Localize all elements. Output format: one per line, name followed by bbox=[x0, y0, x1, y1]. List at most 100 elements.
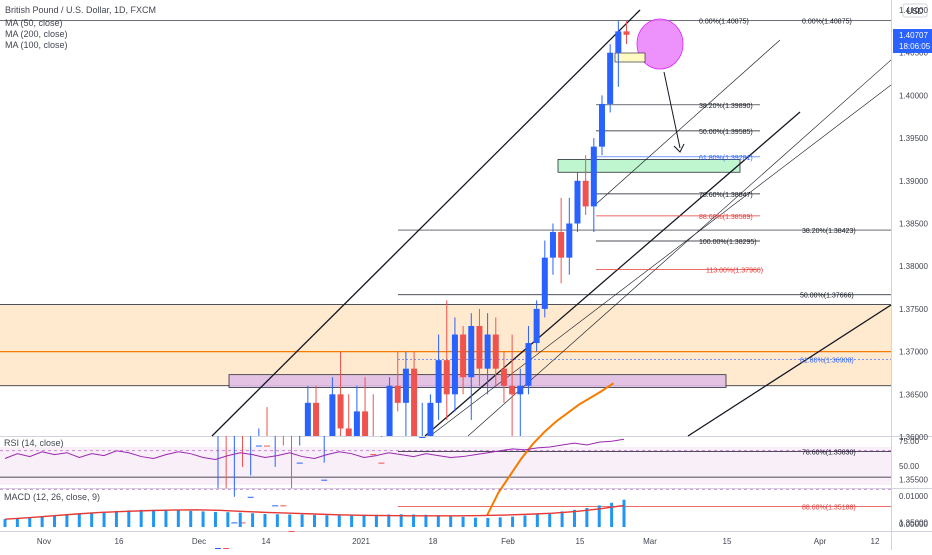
candle-body bbox=[566, 223, 573, 258]
macd-histogram-bar bbox=[238, 512, 242, 527]
candle-body bbox=[533, 308, 540, 344]
price-tick: 1.39000 bbox=[899, 177, 928, 186]
candle-body bbox=[500, 368, 507, 386]
price-tick: 1.41000 bbox=[899, 6, 928, 15]
macd-histogram-bar bbox=[498, 517, 502, 527]
candle-body bbox=[329, 394, 336, 436]
macd-histogram-bar bbox=[226, 512, 230, 527]
macd-histogram-bar bbox=[486, 517, 490, 527]
time-label: Apr bbox=[814, 537, 827, 546]
candle-body bbox=[517, 385, 524, 395]
candle-body bbox=[558, 232, 565, 258]
macd-histogram-bar bbox=[449, 515, 453, 527]
macd-histogram-bar bbox=[523, 515, 527, 527]
price-tick: 1.35500 bbox=[899, 476, 928, 485]
fib-label: 0.00%(1.40875) bbox=[699, 19, 749, 26]
macd-histogram-bar bbox=[127, 510, 131, 527]
macd-histogram-bar bbox=[114, 510, 118, 527]
support-box bbox=[228, 374, 727, 388]
candle-body bbox=[460, 334, 467, 378]
candle-body bbox=[215, 548, 221, 550]
candle-body bbox=[296, 462, 303, 464]
candles-layer bbox=[215, 21, 630, 550]
candle-body bbox=[231, 522, 238, 524]
rsi-tick: 75.00 bbox=[899, 437, 920, 446]
fib-label: 50.00%(1.39585) bbox=[699, 129, 753, 136]
candle-body bbox=[484, 334, 491, 369]
price-tick: 1.37500 bbox=[899, 305, 928, 314]
rsi-line bbox=[4, 438, 625, 460]
macd-histogram-bar bbox=[387, 514, 391, 527]
price-tick: 1.35000 bbox=[899, 518, 928, 527]
candle-body bbox=[345, 428, 352, 436]
time-label: 12 bbox=[871, 537, 880, 546]
trendline bbox=[467, 59, 892, 437]
macd-histogram-bar bbox=[65, 514, 69, 527]
indicator-ma200[interactable]: MA (200, close) bbox=[5, 29, 68, 39]
rsi-tick: 50.00 bbox=[899, 462, 920, 471]
macd-histogram-bar bbox=[77, 513, 81, 527]
rsi-axis[interactable]: 75.00 50.00 bbox=[899, 437, 920, 471]
fib-labels-layer: 0.00%(1.40875) 0.00%(1.40875) 38.20%(1.398… bbox=[699, 19, 856, 512]
time-label: Dec bbox=[192, 537, 206, 546]
time-label: 15 bbox=[723, 537, 732, 546]
candle-body bbox=[419, 437, 426, 438]
indicator-ma50[interactable]: MA (50, close) bbox=[5, 18, 63, 28]
time-label: 14 bbox=[262, 537, 271, 546]
fib-label: 50.00%(1.37666) bbox=[800, 293, 854, 300]
price-tick: 1.37000 bbox=[899, 348, 928, 357]
macd-histogram-bar bbox=[412, 514, 416, 527]
currency-button[interactable] bbox=[902, 3, 928, 18]
macd-histogram-bar bbox=[325, 515, 329, 527]
last-price-tag[interactable] bbox=[893, 29, 932, 54]
macd-histogram-bar bbox=[15, 518, 19, 527]
candle-body bbox=[468, 325, 475, 378]
time-label: Feb bbox=[501, 537, 515, 546]
time-label: 2021 bbox=[352, 537, 370, 546]
target-box bbox=[557, 159, 741, 173]
macd-histogram-bar bbox=[288, 514, 292, 527]
indicator-ma100[interactable]: MA (100, close) bbox=[5, 40, 68, 50]
macd-histogram-bar bbox=[585, 508, 589, 527]
fib-label: 61.80%(1.36908) bbox=[800, 357, 854, 364]
macd-histogram-bar bbox=[622, 499, 626, 527]
macd-histogram-bar bbox=[436, 515, 440, 527]
time-label: 15 bbox=[576, 537, 585, 546]
macd-histogram-bar bbox=[28, 517, 32, 527]
macd-histogram-bar bbox=[139, 509, 143, 527]
candle-body bbox=[451, 334, 458, 395]
price-axis[interactable]: USD 1.41000 1.40500 1.40000 1.39500 1.39000 1… bbox=[893, 3, 932, 527]
candle-body bbox=[402, 368, 409, 403]
candle-body bbox=[304, 402, 311, 436]
arrow-head-icon bbox=[673, 143, 685, 153]
candle-body bbox=[378, 462, 385, 464]
rsi-title[interactable]: RSI (14, close) bbox=[4, 438, 64, 448]
rsi-band bbox=[0, 447, 891, 485]
candle-body bbox=[223, 548, 230, 550]
fib-label: 0.00%(1.40875) bbox=[802, 19, 852, 26]
macd-pane[interactable] bbox=[0, 489, 891, 531]
price-tick: 1.40000 bbox=[899, 91, 928, 100]
time-axis[interactable]: Nov 16 Dec 14 2021 18 Feb 15 Mar 15 Apr 12 bbox=[37, 537, 880, 546]
price-tick: 1.36500 bbox=[899, 390, 928, 399]
candle-body bbox=[353, 411, 360, 436]
macd-layer bbox=[3, 499, 626, 527]
price-tick: 1.38000 bbox=[899, 262, 928, 271]
candle-body bbox=[255, 445, 262, 447]
candle-body bbox=[362, 411, 369, 436]
candle-body bbox=[492, 334, 499, 369]
symbol-title[interactable]: British Pound / U.S. Dollar, 1D, FXCM bbox=[5, 5, 156, 15]
candle-body bbox=[590, 146, 597, 207]
macd-axis[interactable]: 0.01000 0.00000 bbox=[899, 492, 928, 529]
macd-title[interactable]: MACD (12, 26, close, 9) bbox=[4, 492, 100, 502]
projection-arrow bbox=[663, 71, 681, 149]
candle-body bbox=[435, 360, 442, 403]
drawings-layer bbox=[0, 9, 892, 517]
ma-line bbox=[486, 382, 615, 517]
macd-histogram-bar bbox=[3, 519, 7, 527]
fib-label: 78.60%(1.38847) bbox=[699, 192, 753, 199]
candle-body bbox=[476, 325, 483, 369]
candle-body bbox=[615, 31, 622, 53]
